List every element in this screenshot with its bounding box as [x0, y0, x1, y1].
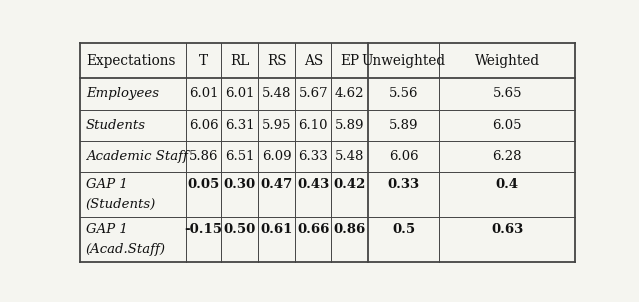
Text: (Students): (Students)	[86, 198, 156, 211]
Text: 6.06: 6.06	[189, 119, 219, 132]
Text: RL: RL	[230, 54, 249, 68]
Text: -0.15: -0.15	[185, 223, 222, 236]
Text: 0.61: 0.61	[261, 223, 293, 236]
Text: 5.86: 5.86	[189, 150, 219, 163]
Text: 0.86: 0.86	[334, 223, 366, 236]
Text: 0.43: 0.43	[297, 178, 330, 191]
Text: 6.51: 6.51	[225, 150, 254, 163]
Text: Weighted: Weighted	[475, 54, 540, 68]
Text: 5.89: 5.89	[389, 119, 419, 132]
Text: Unweighted: Unweighted	[362, 54, 446, 68]
Text: 0.05: 0.05	[188, 178, 220, 191]
Text: AS: AS	[304, 54, 323, 68]
Text: 5.48: 5.48	[262, 88, 291, 101]
Text: 6.10: 6.10	[298, 119, 328, 132]
Text: Students: Students	[86, 119, 146, 132]
Text: 0.42: 0.42	[334, 178, 366, 191]
Text: 0.4: 0.4	[496, 178, 519, 191]
Text: GAP 1: GAP 1	[86, 178, 128, 191]
Text: RS: RS	[267, 54, 286, 68]
Text: 6.05: 6.05	[493, 119, 522, 132]
Text: 5.89: 5.89	[335, 119, 364, 132]
Text: 6.31: 6.31	[225, 119, 254, 132]
Text: 0.66: 0.66	[297, 223, 330, 236]
Text: 5.67: 5.67	[298, 88, 328, 101]
Text: 0.63: 0.63	[491, 223, 523, 236]
Text: 0.33: 0.33	[388, 178, 420, 191]
Text: 6.28: 6.28	[493, 150, 522, 163]
Text: 0.30: 0.30	[224, 178, 256, 191]
Text: 5.56: 5.56	[389, 88, 419, 101]
Text: 6.09: 6.09	[262, 150, 291, 163]
Text: 5.48: 5.48	[335, 150, 364, 163]
Text: T: T	[199, 54, 208, 68]
Text: Employees: Employees	[86, 88, 159, 101]
Text: 0.47: 0.47	[261, 178, 293, 191]
Text: 5.65: 5.65	[493, 88, 522, 101]
Text: 0.5: 0.5	[392, 223, 415, 236]
Text: Academic Staff: Academic Staff	[86, 150, 188, 163]
Text: 6.01: 6.01	[225, 88, 254, 101]
Text: 6.33: 6.33	[298, 150, 328, 163]
Text: 4.62: 4.62	[335, 88, 364, 101]
Text: GAP 1: GAP 1	[86, 223, 128, 236]
Text: EP: EP	[340, 54, 359, 68]
Text: 6.06: 6.06	[389, 150, 419, 163]
Text: 6.01: 6.01	[189, 88, 219, 101]
Text: 5.95: 5.95	[262, 119, 291, 132]
Text: Expectations: Expectations	[86, 54, 175, 68]
Text: (Acad.Staff): (Acad.Staff)	[86, 243, 166, 256]
Text: 0.50: 0.50	[224, 223, 256, 236]
